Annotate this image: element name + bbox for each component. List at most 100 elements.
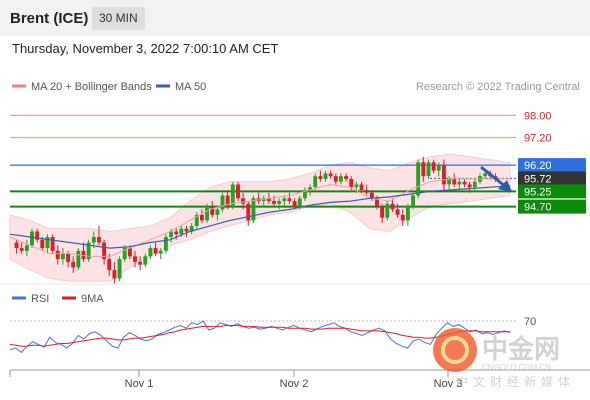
candle: [472, 181, 477, 188]
candle: [405, 206, 410, 221]
candle: [421, 162, 426, 177]
candle: [210, 206, 215, 215]
candle: [66, 253, 71, 262]
candle: [163, 237, 168, 251]
candle: [390, 203, 395, 210]
candle: [277, 201, 282, 204]
candle: [153, 248, 158, 254]
candle: [395, 209, 400, 215]
candle: [76, 250, 81, 268]
candle: [318, 176, 323, 179]
candle: [297, 198, 302, 207]
candle: [411, 195, 415, 207]
candle: [102, 242, 107, 260]
rsi-legend-label: RSI: [31, 293, 49, 305]
forecast-arrow: [480, 165, 507, 189]
candle: [14, 242, 19, 249]
candle: [30, 231, 34, 246]
candle: [86, 242, 91, 260]
candle: [426, 162, 431, 177]
last-price-tag: [518, 171, 586, 186]
candle: [462, 181, 467, 185]
candle: [220, 195, 225, 210]
candle: [215, 209, 220, 215]
last-price-label: 95.72: [524, 173, 552, 185]
candle: [339, 176, 343, 182]
rsi-70-label: 70: [524, 316, 536, 328]
candle: [328, 173, 333, 177]
candle: [452, 178, 457, 185]
candle: [169, 231, 173, 237]
candle: [45, 237, 50, 249]
candle: [457, 181, 462, 185]
candle: [287, 198, 292, 202]
candle: [179, 228, 184, 235]
candle: [302, 190, 307, 199]
candle: [467, 184, 472, 188]
candle: [323, 173, 328, 179]
candle: [194, 214, 199, 226]
support-tag: [518, 199, 586, 214]
candle: [266, 198, 271, 202]
legend-label: MA 20 + Bollinger Bands: [31, 81, 152, 93]
support-label: 94.70: [524, 202, 552, 214]
candle: [354, 184, 359, 188]
candle: [225, 195, 230, 207]
candle: [117, 259, 122, 279]
candle: [282, 198, 287, 202]
candle: [205, 206, 210, 221]
candle: [375, 198, 379, 207]
candle: [112, 270, 117, 279]
candle: [236, 184, 240, 199]
candle: [19, 248, 24, 251]
watermark-emblem: [433, 328, 477, 372]
support-tag: [518, 184, 586, 199]
candle: [189, 225, 194, 232]
interval-button[interactable]: 30 MIN: [92, 7, 145, 30]
support-label: 95.25: [524, 186, 552, 198]
x-tick-label: Nov 1: [125, 378, 154, 390]
candle: [447, 178, 452, 185]
candle: [24, 245, 29, 251]
chart-timestamp: Thursday, November 3, 2022 7:00:10 AM CE…: [12, 41, 279, 56]
x-tick-label: Nov 2: [280, 378, 309, 390]
x-tick-label: Nov 3: [434, 378, 463, 390]
candle: [241, 198, 246, 204]
candle: [349, 178, 354, 188]
candle: [174, 231, 179, 235]
candle: [400, 214, 405, 221]
chart-credit: Research © 2022 Trading Central: [416, 81, 580, 93]
candle: [138, 261, 143, 265]
candle: [369, 192, 374, 199]
watermark-emblem-ring: [441, 336, 469, 364]
candle: [344, 176, 349, 179]
candle: [364, 190, 369, 193]
candle: [133, 256, 137, 262]
candle: [380, 206, 385, 218]
candle: [272, 201, 276, 204]
legend-label: MA 50: [175, 81, 206, 93]
candle: [81, 250, 86, 260]
candle: [199, 214, 204, 221]
candle: [436, 165, 441, 171]
candle: [431, 162, 436, 171]
candle: [122, 248, 127, 260]
candle: [292, 201, 297, 207]
candle: [308, 187, 313, 190]
watermark-domain: CNGOLD.COM.CN: [482, 363, 551, 372]
rsi-line: [9, 320, 511, 354]
candle: [313, 176, 318, 188]
candle: [251, 198, 256, 221]
watermark-text: 中金网: [482, 334, 560, 365]
candle: [143, 256, 148, 265]
resistance-label: 97.20: [524, 132, 552, 144]
candle: [158, 250, 163, 254]
candle: [60, 253, 65, 260]
candle: [107, 259, 112, 271]
rsi-legend-label: 9MA: [81, 293, 104, 305]
ma50-line: [9, 185, 511, 249]
watermark-tagline: 中文财经新媒体: [456, 374, 575, 389]
candle: [230, 184, 235, 207]
